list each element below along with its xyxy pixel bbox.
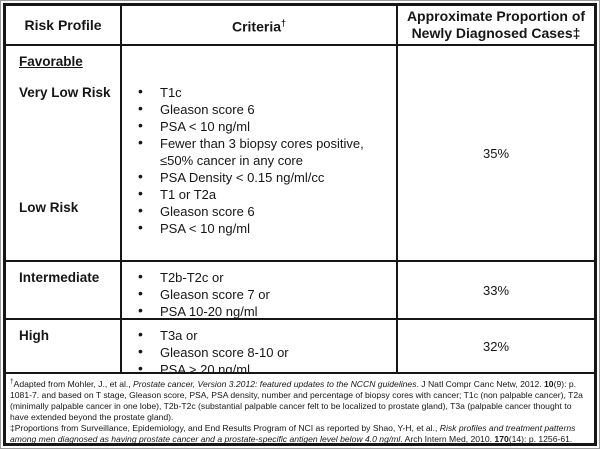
criteria-bullet: Gleason score 6 [136, 202, 392, 220]
proportion-value: 33% [482, 282, 510, 298]
criteria-bullet: Fewer than 3 biopsy cores positive, ≤50%… [136, 134, 392, 169]
header-proportion: Approximate Proportion of Newly Diagnose… [398, 6, 594, 46]
criteria-bullet: Gleason score 8-10 or [136, 343, 392, 361]
criteria-bullet: T1c [136, 83, 392, 101]
proportion-value: 35% [482, 145, 510, 161]
criteria-bullet: PSA < 10 ng/ml [136, 219, 392, 237]
row-high-profile-cell: High [6, 320, 122, 374]
row-favorable-proportion-cell: 35% [398, 46, 594, 262]
row-intermediate-criteria-cell: T2b-T2c or Gleason score 7 or PSA 10-20 … [122, 262, 398, 320]
criteria-bullet: T2b-T2c or [136, 268, 392, 286]
profile-label-intermediate: Intermediate [19, 270, 100, 285]
criteria-list-intermediate: T2b-T2c or Gleason score 7 or PSA 10-20 … [122, 268, 396, 318]
criteria-bullet: T3a or [136, 326, 392, 344]
criteria-list-low-risk: T1 or T2a Gleason score 6 PSA < 10 ng/ml [122, 185, 396, 237]
header-proportion-line1: Approximate Proportion of [406, 8, 586, 24]
row-favorable-profile-cell: Favorable Very Low Risk Low Risk [6, 46, 122, 262]
header-risk-profile: Risk Profile [6, 6, 122, 46]
dagger-footnote-marker: † [10, 378, 14, 385]
group-label-favorable: Favorable [19, 54, 83, 69]
header-criteria-label: Criteria† [231, 17, 287, 35]
proportion-value: 32% [482, 338, 510, 354]
criteria-bullet: T1 or T2a [136, 185, 392, 203]
criteria-bullet: PSA > 20 ng/ml [136, 360, 392, 372]
criteria-bullet: PSA < 10 ng/ml [136, 117, 392, 135]
row-high-proportion-cell: 32% [398, 320, 594, 374]
footnote-double-dagger: ‡Proportions from Surveillance, Epidemio… [10, 422, 576, 443]
profile-label-low-risk: Low Risk [19, 200, 79, 215]
criteria-list-high: T3a or Gleason score 8-10 or PSA > 20 ng… [122, 326, 396, 372]
footnote-section: †Adapted from Mohler, J., et al., Prosta… [6, 374, 594, 443]
row-intermediate-proportion-cell: 33% [398, 262, 594, 320]
profile-label-high: High [19, 328, 49, 343]
criteria-bullet: Gleason score 7 or [136, 285, 392, 303]
footnote-dagger: †Adapted from Mohler, J., et al., Prosta… [10, 378, 583, 422]
header-risk-profile-label: Risk Profile [24, 16, 102, 33]
header-criteria: Criteria† [122, 6, 398, 46]
criteria-bullet: Gleason score 6 [136, 100, 392, 118]
dagger-footnote-marker: † [281, 17, 287, 28]
header-proportion-line2: Newly Diagnosed Cases‡ [411, 25, 581, 41]
criteria-list-very-low-risk: T1c Gleason score 6 PSA < 10 ng/ml Fewer… [122, 83, 396, 186]
risk-profile-table: Risk Profile Criteria† Approximate Propo… [3, 3, 597, 446]
profile-label-very-low-risk: Very Low Risk [19, 85, 111, 100]
criteria-bullet: PSA Density < 0.15 ng/ml/cc [136, 168, 392, 186]
row-favorable-criteria-cell: T1c Gleason score 6 PSA < 10 ng/ml Fewer… [122, 46, 398, 262]
row-high-criteria-cell: T3a or Gleason score 8-10 or PSA > 20 ng… [122, 320, 398, 374]
row-intermediate-profile-cell: Intermediate [6, 262, 122, 320]
criteria-bullet: PSA 10-20 ng/ml [136, 302, 392, 318]
